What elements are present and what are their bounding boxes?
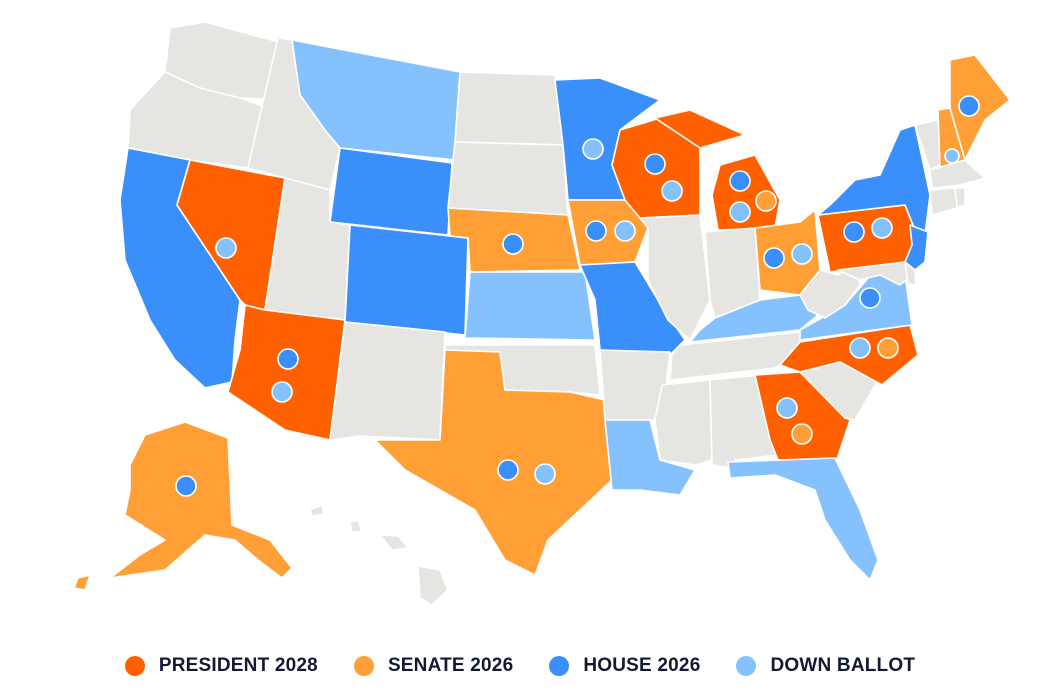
legend-label: DOWN BALLOT [770,655,916,676]
state-LA [604,419,696,496]
marker-MI-house [729,170,751,192]
circle-icon [549,656,570,676]
state-AK [73,421,293,591]
marker-IA-down-ballot [614,220,636,242]
legend-label: PRESIDENT 2028 [158,655,318,676]
marker-TX-house [497,459,519,481]
circle-icon [353,656,374,676]
marker-OH-down-ballot [791,243,813,265]
marker-AK-house [175,475,197,497]
marker-GA-senate [791,423,813,445]
state-CO [344,224,469,336]
state-MA [929,159,986,189]
marker-IA-house [585,220,607,242]
state-IA [567,199,649,266]
marker-NE-house [502,233,524,255]
state-RI [954,187,966,208]
state-IL [639,214,711,341]
state-FL [727,457,879,581]
legend: PRESIDENT 2028 SENATE 2026 HOUSE 2026 DO… [0,648,1040,684]
marker-WI-house [644,153,666,175]
state-ND [454,71,564,146]
marker-MI-senate [755,190,777,212]
state-CT [929,187,958,216]
race-markers [175,95,980,497]
state-WV [799,261,861,319]
state-ME [949,54,1011,161]
state-WY [329,147,453,236]
marker-OH-house [763,247,785,269]
marker-TX-down-ballot [534,463,556,485]
state-SD [447,141,569,216]
state-KS [464,271,596,341]
state-NM [329,321,446,441]
legend-label: SENATE 2026 [387,655,514,676]
marker-WI-down-ballot [661,180,683,202]
legend-item-house-2026: HOUSE 2026 [549,655,700,677]
marker-ME-house [958,95,980,117]
marker-PA-down-ballot [871,217,893,239]
marker-NV-down-ballot [215,237,237,259]
marker-MN-down-ballot [582,138,604,160]
state-MS [654,379,713,466]
us-election-map [73,21,1011,606]
marker-NC-senate [877,337,899,359]
marker-AZ-down-ballot [271,381,293,403]
marker-NC-down-ballot [849,337,871,359]
marker-AZ-house [277,348,299,370]
circle-icon [736,656,757,676]
legend-label: HOUSE 2026 [583,655,701,676]
state-TX [374,349,613,576]
state-DE [904,261,917,286]
marker-GA-down-ballot [776,397,798,419]
state-HI [309,504,449,606]
legend-item-president-2028: PRESIDENT 2028 [124,655,318,677]
marker-MI-down-ballot [729,201,751,223]
marker-NH-down-ballot [944,148,960,164]
state-AZ [227,304,346,441]
marker-PA-house [843,221,865,243]
legend-item-down-ballot: DOWN BALLOT [736,655,915,677]
circle-icon [124,656,145,676]
legend-item-senate-2026: SENATE 2026 [353,655,514,677]
marker-VA-house [859,287,881,309]
